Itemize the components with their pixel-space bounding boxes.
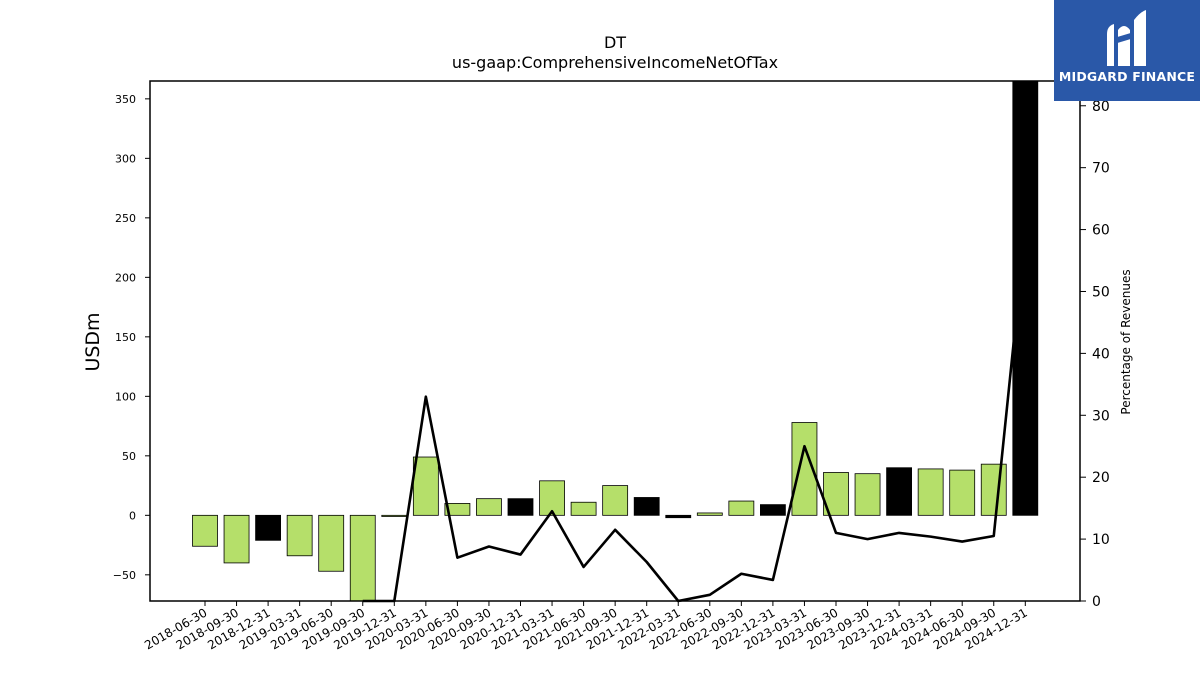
y2-tick-label: 0 xyxy=(1092,594,1101,610)
line-layer xyxy=(362,229,1027,603)
y-tick-label: 200 xyxy=(115,271,136,284)
y2-tick-label: 40 xyxy=(1092,346,1110,362)
bar-2024-03-31 xyxy=(917,468,944,516)
y2-tick-label: 50 xyxy=(1092,284,1110,300)
y-axis-label: USDm xyxy=(82,312,104,371)
y2-axis-label: Percentage of Revenues xyxy=(1119,269,1133,414)
percentage-of-revenues-line xyxy=(362,229,1027,603)
y-tick-label: 0 xyxy=(129,509,136,522)
bar-2022-12-31 xyxy=(760,504,786,516)
y2-tick-label: 30 xyxy=(1092,408,1110,424)
y2-tick-label: 20 xyxy=(1092,470,1110,486)
y2-tick-label: 70 xyxy=(1092,161,1110,177)
bar-2022-09-30 xyxy=(728,500,755,516)
bar-2024-12-31 xyxy=(1012,80,1039,516)
bar-2022-03-31 xyxy=(665,514,692,519)
y-tick-label: −50 xyxy=(113,569,136,582)
bar-2024-06-30 xyxy=(949,469,976,516)
bar-2021-03-31 xyxy=(539,480,565,516)
y-tick-label: 150 xyxy=(115,331,136,344)
y-tick-label: 300 xyxy=(115,152,136,165)
bar-2019-09-30 xyxy=(349,514,376,602)
y2-tick-label: 10 xyxy=(1092,532,1110,548)
bar-2019-06-30 xyxy=(318,514,345,572)
bar-2021-09-30 xyxy=(602,485,629,516)
bar-2023-09-30 xyxy=(854,473,881,516)
y-tick-label: 250 xyxy=(115,212,136,225)
y-tick-label: 50 xyxy=(122,450,136,463)
bar-2018-06-30 xyxy=(192,514,218,547)
bar-2018-12-31 xyxy=(255,514,282,541)
bar-2021-06-30 xyxy=(570,501,597,516)
axes-layer: −50 0 50 100 150 200 250 300 350 0 10 20 30 40 50 60 70 8… xyxy=(113,93,1110,653)
chart-title: DT xyxy=(604,33,626,52)
y2-tick-label: 80 xyxy=(1092,99,1110,115)
bar-2022-06-30 xyxy=(696,512,723,516)
y2-tick-label: 60 xyxy=(1092,223,1110,239)
bar-2021-12-31 xyxy=(633,497,660,516)
bar-2020-09-30 xyxy=(476,498,502,516)
bar-2020-12-31 xyxy=(507,498,534,516)
plot-frame xyxy=(149,80,1081,602)
y-tick-label: 100 xyxy=(115,390,136,403)
bar-2024-09-30 xyxy=(980,463,1007,516)
midgard-finance-logo: MIDGARD FINANCE xyxy=(1054,0,1200,101)
bar-2019-03-31 xyxy=(286,514,313,557)
bar-2018-09-30 xyxy=(223,514,250,564)
y-tick-label: 350 xyxy=(115,93,136,106)
chart-subtitle: us-gaap:ComprehensiveIncomeNetOfTax xyxy=(452,53,778,72)
bar-2020-03-31 xyxy=(412,456,439,516)
bar-2020-06-30 xyxy=(444,503,471,516)
bar-2019-12-31 xyxy=(381,514,408,517)
logo-text: MIDGARD FINANCE xyxy=(1058,69,1196,84)
bar-2023-12-31 xyxy=(886,467,912,516)
midgard-logo-icon xyxy=(1107,10,1146,66)
bars-layer xyxy=(192,80,1039,602)
